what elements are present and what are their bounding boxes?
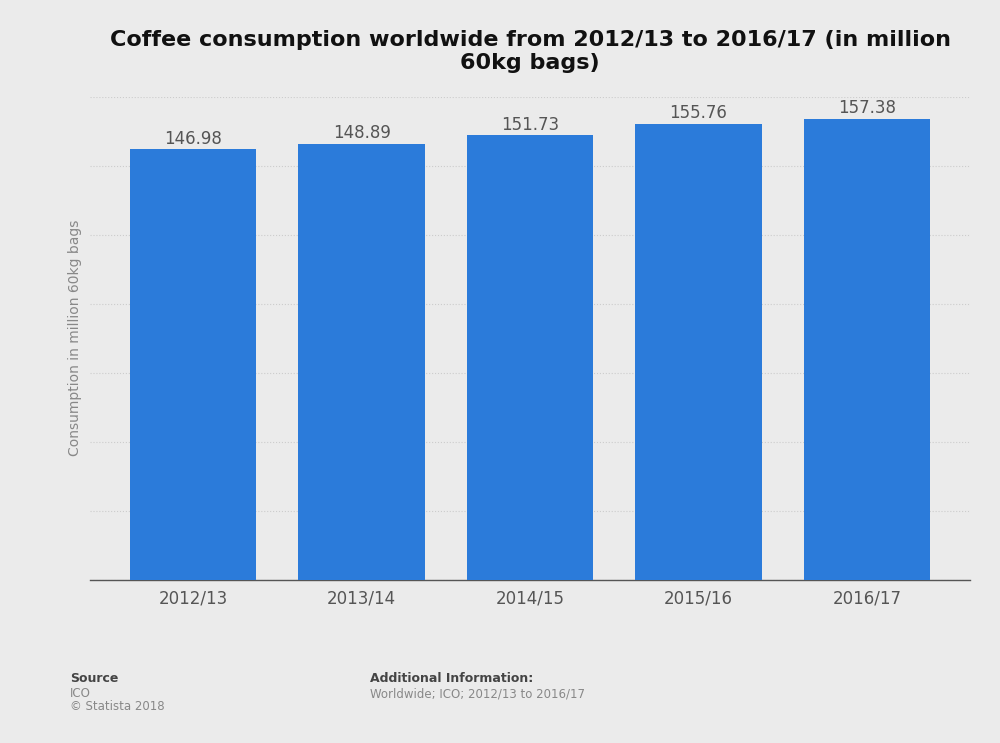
Bar	[635, 123, 762, 580]
Text: 151.73: 151.73	[501, 116, 559, 134]
Text: © Statista 2018: © Statista 2018	[70, 700, 165, 713]
Bar	[298, 143, 425, 580]
Text: 157.38: 157.38	[838, 100, 896, 117]
Bar	[130, 149, 256, 580]
Text: 146.98: 146.98	[164, 130, 222, 148]
Text: Additional Information:: Additional Information:	[370, 672, 533, 685]
Bar	[804, 119, 930, 580]
Y-axis label: Consumption in million 60kg bags: Consumption in million 60kg bags	[68, 220, 82, 456]
Text: Source: Source	[70, 672, 118, 685]
Text: ICO: ICO	[70, 687, 91, 700]
Text: 155.76: 155.76	[669, 104, 727, 122]
Title: Coffee consumption worldwide from 2012/13 to 2016/17 (in million
60kg bags): Coffee consumption worldwide from 2012/1…	[110, 30, 950, 73]
Text: Worldwide; ICO; 2012/13 to 2016/17: Worldwide; ICO; 2012/13 to 2016/17	[370, 687, 585, 700]
Bar	[467, 135, 593, 580]
Text: 148.89: 148.89	[333, 124, 391, 142]
